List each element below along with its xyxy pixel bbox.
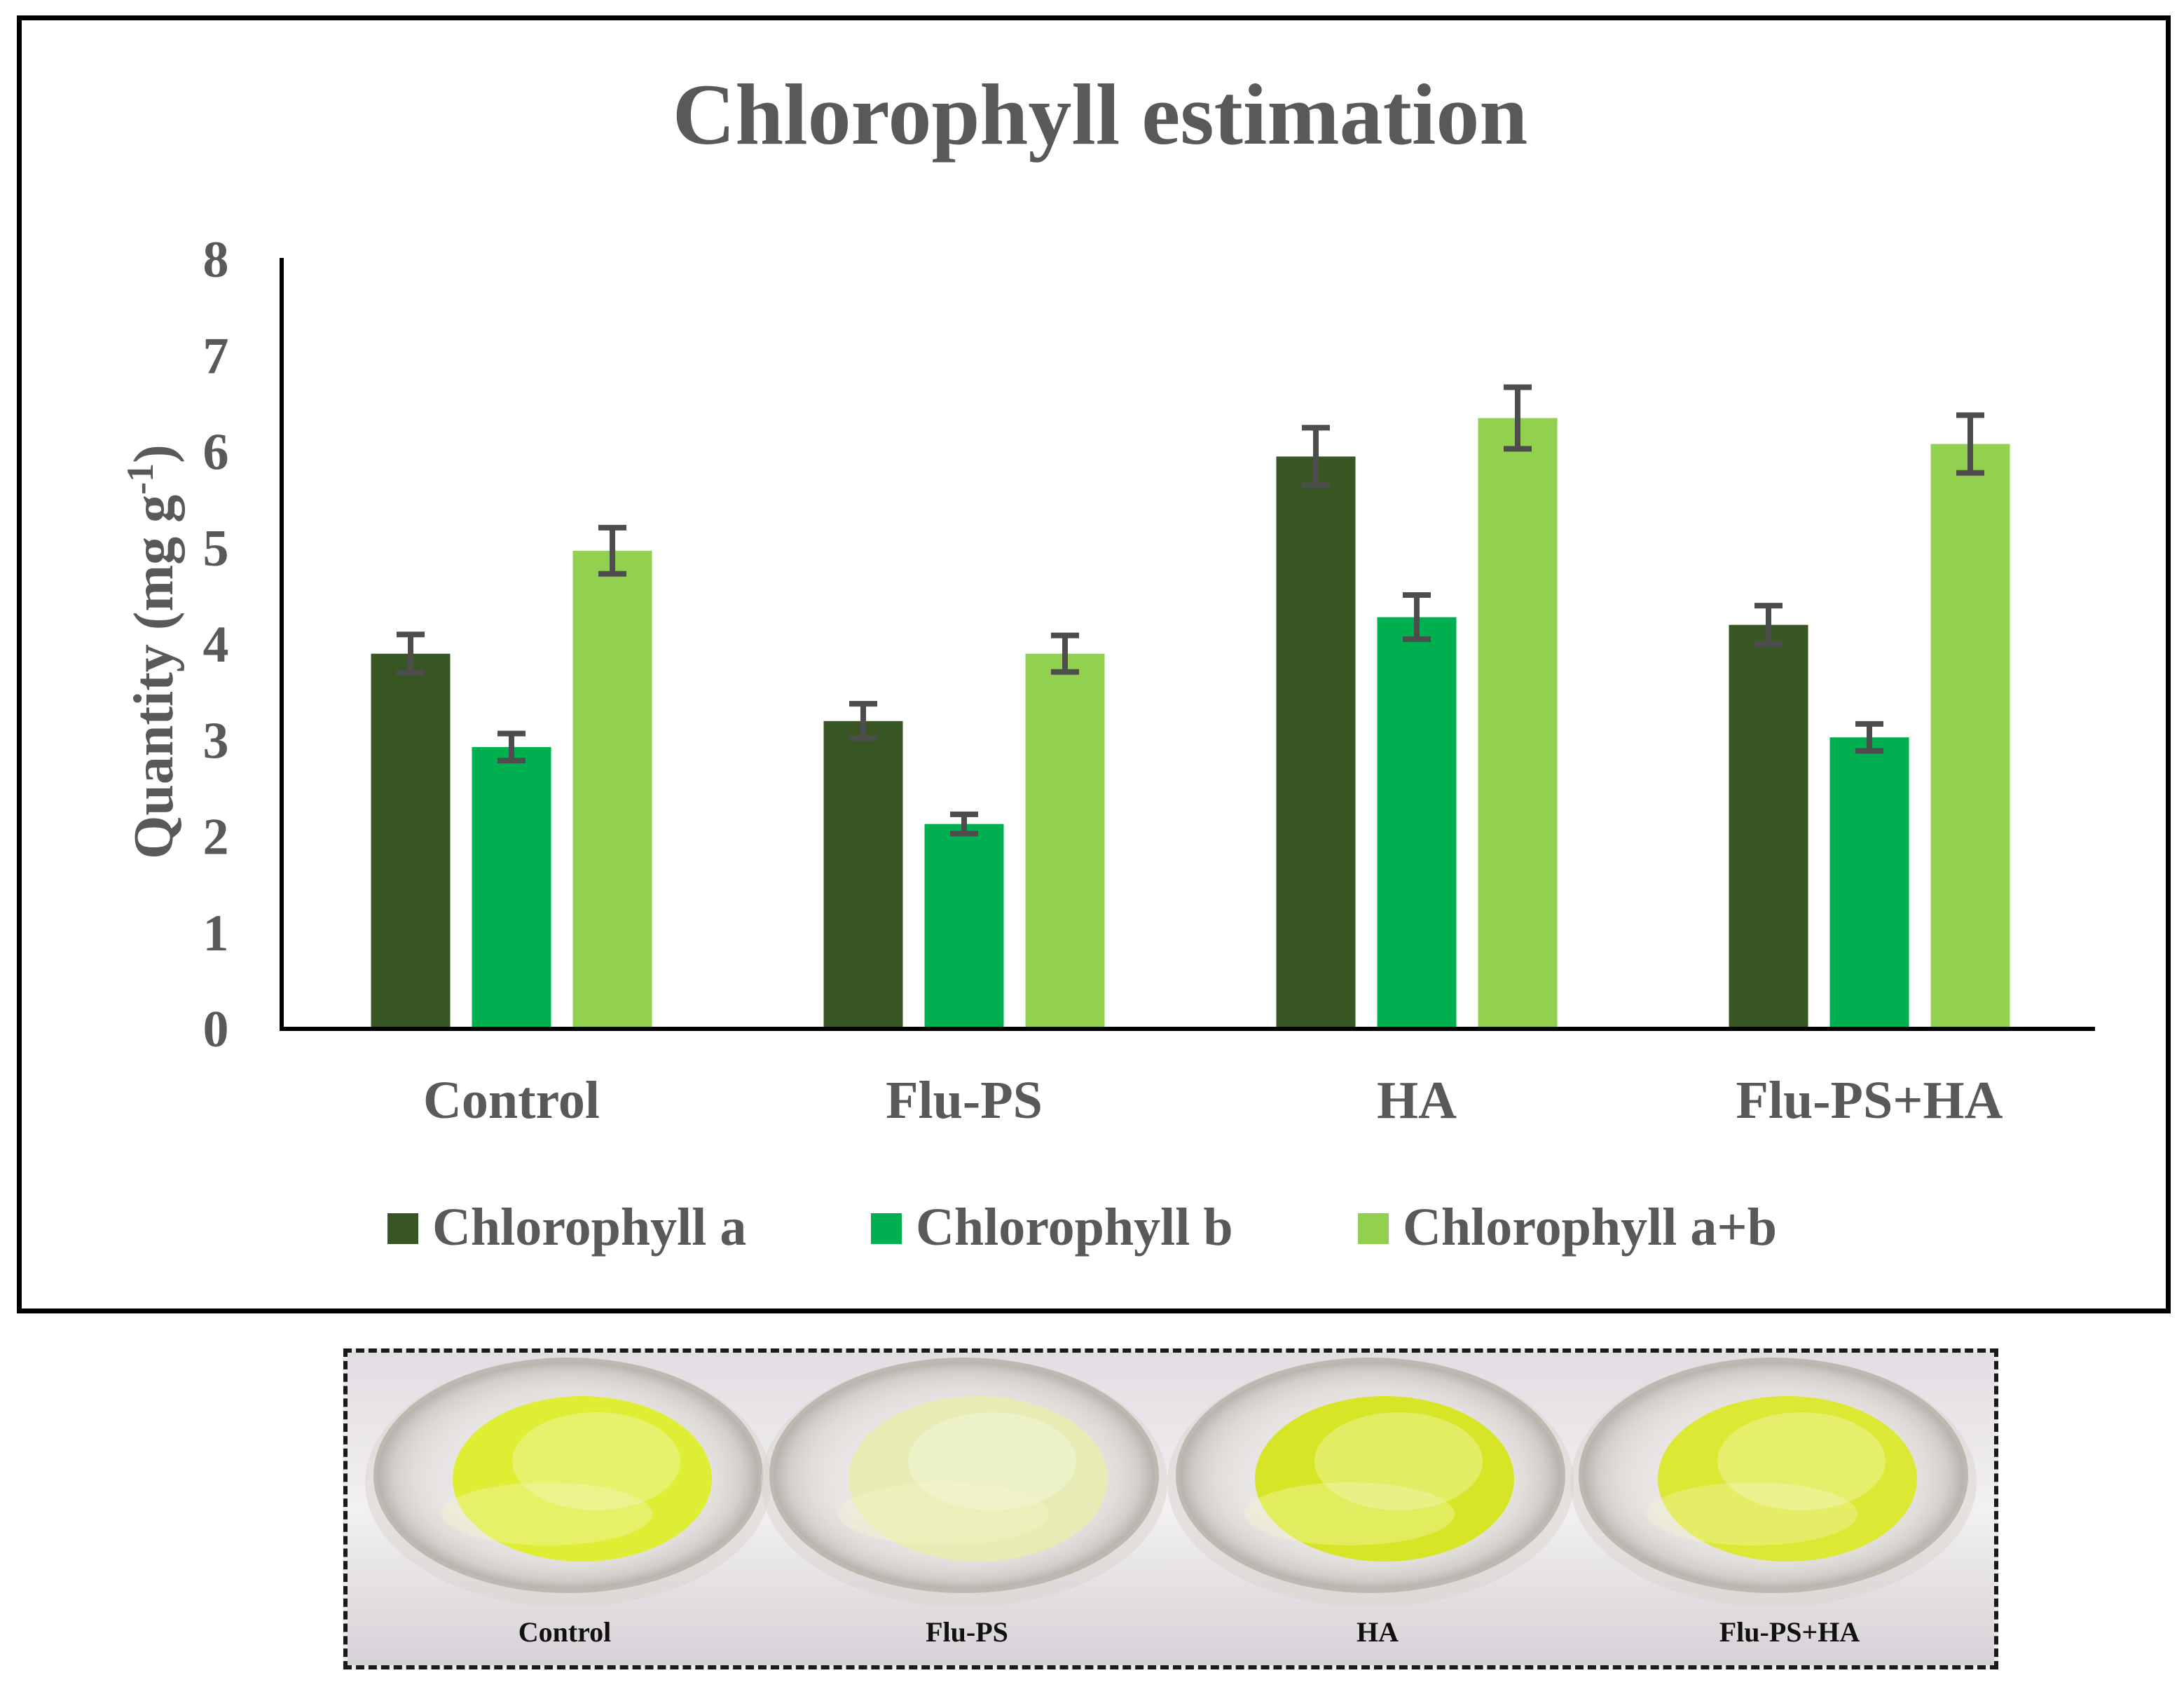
photo-label: Flu-PS	[926, 1616, 1008, 1648]
legend-swatch	[1358, 1213, 1389, 1244]
legend-swatch	[871, 1213, 902, 1244]
y-axis-label-base: Quantity (mg g	[123, 495, 185, 859]
error-bar	[1403, 592, 1431, 643]
y-axis-label-close: )	[123, 444, 185, 463]
x-tick-label: Flu-PS+HA	[1736, 1071, 2003, 1130]
legend-item: Chlorophyll a+b	[1358, 1198, 1777, 1257]
sample-well	[761, 1358, 1167, 1607]
chart-title: Chlorophyll estimation	[673, 67, 1528, 163]
sample-well	[1570, 1358, 1977, 1607]
legend-item: Chlorophyll a	[387, 1198, 746, 1257]
x-tick-label: HA	[1377, 1071, 1457, 1130]
svg-text:Quantity (mg g-1): Quantity (mg g-1)	[119, 444, 185, 859]
x-tick-label: Flu-PS	[886, 1071, 1043, 1130]
sample-photo-panel: Control Flu-PS HA Flu-PS+HA	[343, 1348, 1998, 1669]
legend-label: Chlorophyll b	[916, 1198, 1233, 1257]
y-tick-label: 1	[203, 905, 229, 962]
bar	[1377, 617, 1457, 1029]
y-tick-label: 5	[203, 520, 229, 578]
error-bars	[397, 384, 1984, 837]
error-bar	[497, 730, 526, 764]
y-axis-label: Quantity (mg g-1)	[119, 444, 185, 859]
sample-well	[1167, 1358, 1574, 1607]
error-bar	[1051, 632, 1079, 675]
error-bar	[397, 631, 425, 676]
error-bar	[598, 524, 626, 577]
y-tick-label: 6	[203, 424, 229, 481]
bar	[924, 824, 1004, 1029]
x-tick-label: Control	[423, 1071, 600, 1130]
sample-well	[365, 1358, 771, 1607]
bar	[1729, 624, 1808, 1029]
y-axis-ticks: 0 1 2 3 4 5 6 7 8	[203, 231, 229, 1058]
bar	[1829, 737, 1909, 1029]
sample-wells	[365, 1358, 1977, 1607]
error-bar	[1754, 603, 1783, 647]
error-bar	[950, 811, 978, 837]
error-bar	[1956, 412, 1984, 476]
y-tick-label: 7	[203, 327, 229, 385]
sample-photo	[348, 1353, 1994, 1665]
bar	[1025, 653, 1105, 1029]
x-axis-ticks: Control Flu-PS HA Flu-PS+HA	[423, 1071, 2003, 1130]
error-bar	[1855, 720, 1883, 754]
y-axis-label-sup: -1	[119, 463, 161, 495]
bar	[572, 550, 652, 1029]
error-bar	[1504, 384, 1532, 452]
error-bar	[849, 701, 877, 742]
legend-swatch	[387, 1213, 418, 1244]
bar	[1478, 418, 1558, 1029]
chart-svg: Chlorophyll estimation Quantity (mg g-1)…	[119, 67, 2095, 1257]
legend: Chlorophyll a Chlorophyll b Chlorophyll a+…	[387, 1198, 1777, 1257]
y-tick-label: 8	[203, 231, 229, 289]
legend-item: Chlorophyll b	[871, 1198, 1233, 1257]
photo-label: HA	[1357, 1616, 1399, 1648]
y-tick-label: 4	[203, 616, 229, 674]
bars	[371, 418, 2010, 1029]
bar	[472, 746, 551, 1029]
bar	[371, 653, 451, 1029]
bar	[1276, 456, 1356, 1029]
legend-label: Chlorophyll a+b	[1403, 1198, 1777, 1257]
legend-label: Chlorophyll a	[432, 1198, 746, 1257]
photo-label: Control	[518, 1616, 612, 1648]
bar	[1930, 444, 2010, 1029]
bar	[823, 720, 903, 1029]
error-bar	[1302, 425, 1330, 489]
photo-label: Flu-PS+HA	[1719, 1616, 1860, 1648]
y-tick-label: 0	[203, 1001, 229, 1058]
y-tick-label: 2	[203, 809, 229, 866]
y-tick-label: 3	[203, 712, 229, 770]
